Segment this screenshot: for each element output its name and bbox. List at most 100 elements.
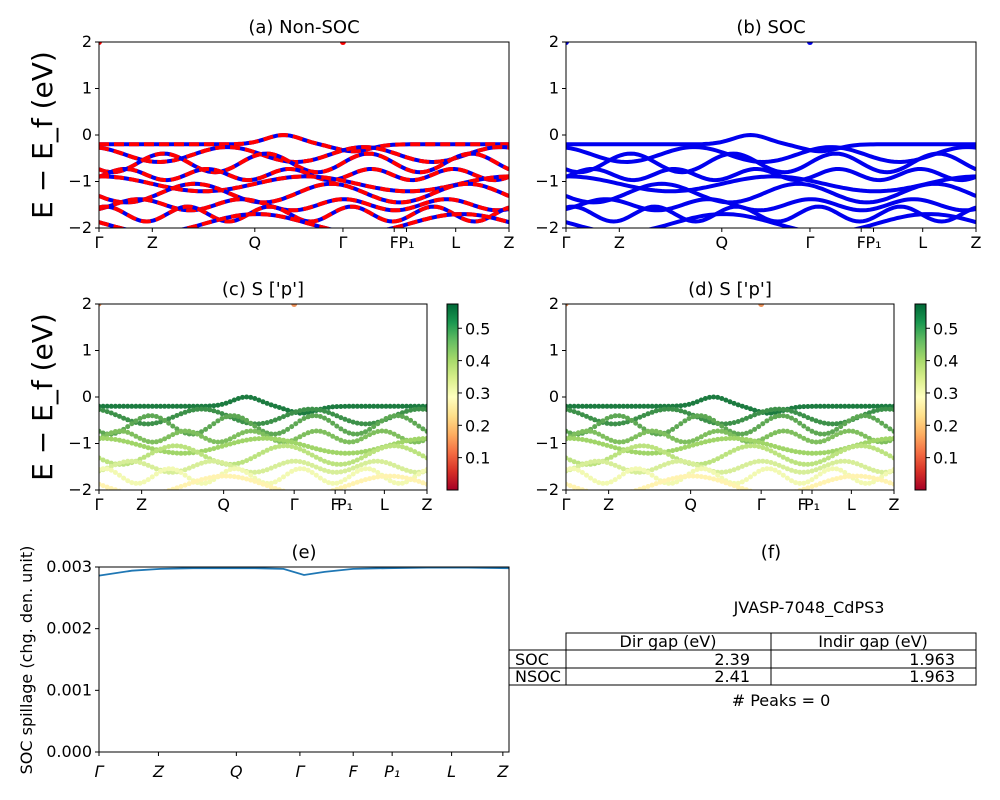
band-point [227,441,233,447]
band-point [424,467,427,472]
band-point [194,406,200,412]
band-point [293,409,299,415]
bands-layer [566,42,976,228]
band-point [817,471,823,477]
band-point [112,412,118,418]
band-point [842,474,848,480]
band-point [317,466,323,472]
band-point [141,454,147,460]
band-point [625,415,630,421]
band-point [363,453,368,459]
band-point [883,471,889,477]
band-point [363,477,368,483]
band-line-spin-down [99,174,509,194]
band-point [387,403,393,409]
panel-a-band-structure: −2 −1 0 1 2 Γ Z Q Γ F P₁ L Z [68,32,514,252]
band-point [174,426,180,432]
band-point [358,449,364,455]
band-point [625,419,630,425]
band-point [235,417,241,423]
band-point [264,483,270,489]
band-point [293,440,299,446]
band-point [309,445,315,451]
band-point [190,429,196,435]
band-point [641,403,647,409]
band-point [137,403,143,409]
conduction-band-tip [339,42,346,45]
band-point [690,461,696,467]
band-point [141,461,147,467]
y-tick-label: 2 [82,294,92,313]
band-point [129,458,135,464]
band-point [182,472,188,478]
band-point [342,450,348,456]
band-point [698,440,704,446]
band-point [764,441,770,447]
band-point [743,430,749,436]
band-point [149,450,155,456]
band-point [354,438,360,444]
band-point [772,410,778,416]
band-point [731,400,737,406]
band-point [702,417,708,423]
band-point [875,469,881,474]
conduction-band-tip [99,42,102,45]
band-point [891,435,894,441]
band-point [649,472,655,478]
x-tick-label: Γ [295,762,305,781]
band-point [215,402,221,408]
band-point [309,470,315,475]
band-point [686,439,692,445]
band-point [653,446,659,451]
band-point [207,407,213,413]
band-point [871,415,876,421]
band-point [702,432,708,438]
band-point [203,406,209,412]
band-point [793,410,799,415]
band-point [117,437,122,443]
colorbar-d: 0.1 0.2 0.3 0.4 0.5 [914,303,958,491]
band-point [612,439,618,445]
band-point [100,407,106,413]
band-point [661,462,667,468]
band-point [719,454,725,460]
x-tick-label: Q [716,233,729,252]
band-point [158,415,163,421]
band-point [772,461,778,467]
band-point [145,445,151,451]
band-point [608,437,614,443]
band-point [760,436,766,442]
band-point [719,478,725,484]
band-point [227,462,233,468]
band-point [756,439,762,445]
band-point [248,428,254,434]
band-point [694,473,700,479]
band-line-bands [566,151,976,175]
band-point [215,418,221,424]
band-point [408,437,414,443]
band-point [743,487,749,490]
band-point [801,450,807,456]
band-point [817,465,823,471]
band-point [186,408,192,414]
band-point [100,457,106,463]
band-point [793,417,799,423]
band-point [748,437,753,443]
band-point [571,436,577,442]
band-point [240,394,245,400]
band-point [310,492,315,497]
band-point [395,433,401,439]
band-point [125,478,131,484]
band-point [657,447,663,453]
band-point [711,470,717,475]
band-point [661,406,667,412]
band-point [322,478,327,484]
band-point [645,411,651,417]
band-point [805,426,811,432]
band-point [305,461,311,467]
band-point [735,419,741,424]
band-point [678,446,684,452]
band-point [604,403,610,409]
band-point [690,468,696,474]
band-point [363,429,368,435]
